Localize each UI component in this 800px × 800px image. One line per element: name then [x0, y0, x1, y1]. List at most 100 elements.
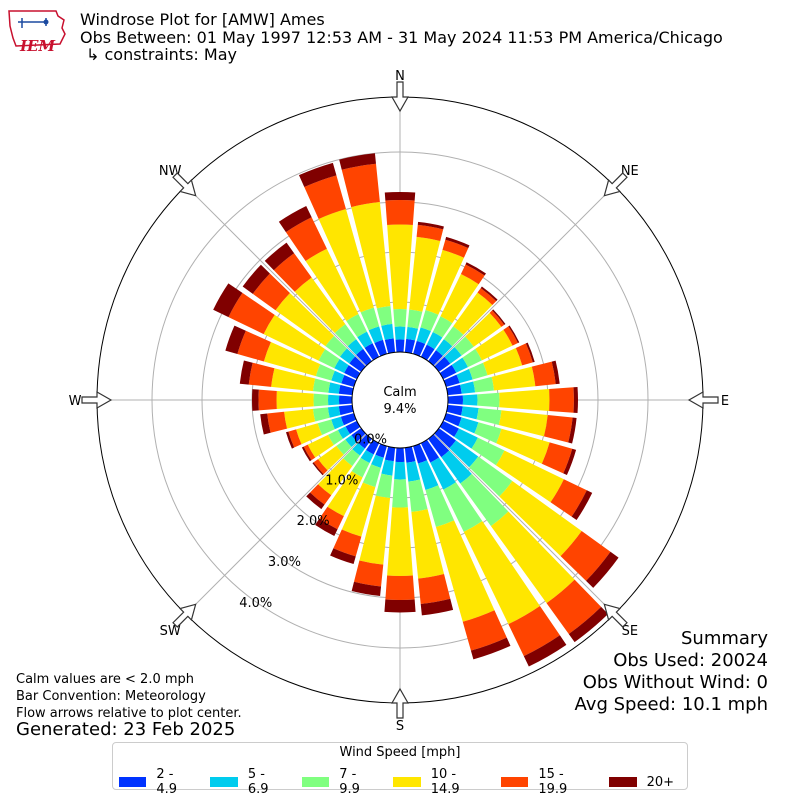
windrose-bar-segment — [546, 579, 602, 634]
windrose-bar-segment — [345, 420, 361, 435]
windrose-bar-segment — [385, 575, 415, 600]
windrose-bar-segment — [428, 434, 450, 458]
windrose-bar-segment — [420, 598, 454, 616]
compass-label: W — [69, 394, 82, 409]
windrose-bar-segment — [469, 456, 513, 497]
windrose-bar-segment — [278, 205, 312, 233]
windrose-bar-segment — [515, 343, 533, 366]
windrose-bar-segment — [387, 507, 413, 576]
flow-arrow-shape — [603, 603, 628, 628]
windrose-bar-segment — [404, 338, 416, 354]
windrose-bar-segment — [384, 599, 416, 613]
windrose-bar-segment — [443, 374, 460, 387]
windrose-bar-segment — [305, 248, 359, 322]
windrose-bar-segment — [312, 462, 324, 476]
plot-notes: Calm values are < 2.0 mph Bar Convention… — [16, 671, 242, 722]
windrose-bar-segment — [349, 356, 366, 372]
legend-swatch — [393, 777, 421, 787]
windrose-bar-segment — [442, 239, 469, 258]
windrose-bar-segment — [381, 459, 394, 476]
windrose-bar-segment — [318, 458, 353, 496]
calm-note: Calm values are < 2.0 mph — [16, 672, 195, 687]
windrose-bar-segment — [338, 404, 354, 416]
compass-label: S — [396, 719, 404, 734]
flow-arrow-icon — [390, 687, 410, 719]
flow-arrow-shape — [390, 81, 410, 113]
windrose-bar-segment — [435, 339, 453, 356]
windrose-bar-segment — [474, 422, 502, 444]
windrose-bar-segment — [434, 428, 456, 449]
windrose-bar-segment — [462, 348, 482, 368]
windrose-bar-segment — [375, 443, 387, 458]
legend: Wind Speed [mph] 2 - 4.9 5 - 6.9 7 - 9.9… — [112, 742, 688, 797]
flow-arrow-icon — [81, 390, 113, 410]
grid-spoke — [433, 433, 615, 615]
windrose-bar-segment — [446, 384, 462, 396]
windrose-bar-segment — [328, 382, 341, 394]
windrose-bar-segment — [499, 481, 582, 557]
windrose-bar-segment — [489, 310, 505, 327]
windrose-bar-segment — [351, 428, 366, 442]
compass-label: E — [721, 394, 729, 409]
windrose-bar-segment — [334, 358, 349, 374]
windrose-bar-segment — [550, 479, 587, 517]
windrose-bar-segment — [337, 426, 350, 439]
grid-spoke — [433, 185, 615, 367]
compass-label: SE — [622, 624, 638, 639]
windrose-bar-segment — [351, 457, 370, 478]
windrose-bar-segment — [376, 305, 393, 326]
windrose-bar-segment — [304, 175, 346, 219]
windrose-bar-segment — [395, 447, 405, 462]
windrose-bar-segment — [333, 529, 362, 557]
summary-box: Summary Obs Used: 20024 Obs Without Wind… — [575, 628, 768, 716]
flow-note: Flow arrows relative to plot center. — [16, 706, 242, 721]
windrose-bar-segment — [359, 495, 391, 565]
windrose-bar-segment — [275, 292, 335, 347]
windrose-bar-segment — [443, 482, 483, 532]
windrose-bar-segment — [225, 325, 246, 354]
flow-arrow-icon — [687, 390, 719, 410]
windrose-bar-segment — [384, 192, 416, 201]
windrose-bar-segment — [439, 364, 457, 380]
legend-swatch — [500, 777, 529, 787]
windrose-bar-segment — [426, 332, 443, 350]
windrose-bar-segment — [346, 314, 367, 338]
windrose-bar-segment — [451, 357, 468, 373]
flow-arrow-icon — [390, 81, 410, 113]
plot-period: Obs Between: 01 May 1997 12:53 AM - 31 M… — [80, 28, 723, 47]
windrose-bar-segment — [356, 348, 372, 366]
windrose-bar-segment — [406, 326, 419, 341]
windrose-bar-segment — [341, 374, 357, 387]
windrose-bar-segment — [477, 288, 497, 306]
windrose-bar-segment — [263, 314, 326, 361]
windrose-bar-segment — [288, 429, 302, 448]
windrose-bar-segment — [298, 162, 337, 188]
legend-item: 2 - 4.9 — [119, 767, 197, 797]
windrose-bar-segment — [439, 420, 459, 437]
windrose-bar-segment — [301, 446, 312, 462]
windrose-bar-segment — [365, 439, 380, 455]
windrose-bar-segment — [465, 312, 502, 347]
windrose-bar-segment — [523, 635, 567, 667]
windrose-bar-segment — [434, 356, 451, 372]
windrose-bar-segment — [445, 236, 470, 249]
flow-arrow-shape — [172, 172, 197, 197]
windrose-bar-segment — [237, 330, 271, 362]
windrose-bar-segment — [456, 369, 473, 384]
logo-text: IEM — [20, 37, 56, 55]
windrose-bar-segment — [312, 378, 331, 393]
windrose-bar-segment — [416, 224, 444, 242]
windrose-bar-segment — [264, 242, 295, 271]
windrose-bar-segment — [312, 407, 330, 422]
windrose-bar-segment — [325, 335, 347, 357]
windrose-bar-segment — [458, 417, 479, 434]
windrose-bar-segment — [549, 387, 574, 413]
windrose-bar-segment — [242, 264, 270, 294]
generated-date: Generated: 23 Feb 2025 — [16, 719, 236, 740]
windrose-bar-segment — [446, 404, 463, 416]
windrose-bar-segment — [413, 340, 426, 357]
windrose-bar-segment — [327, 430, 343, 445]
windrose-bar-segment — [470, 637, 511, 660]
grid-spoke — [185, 185, 367, 367]
